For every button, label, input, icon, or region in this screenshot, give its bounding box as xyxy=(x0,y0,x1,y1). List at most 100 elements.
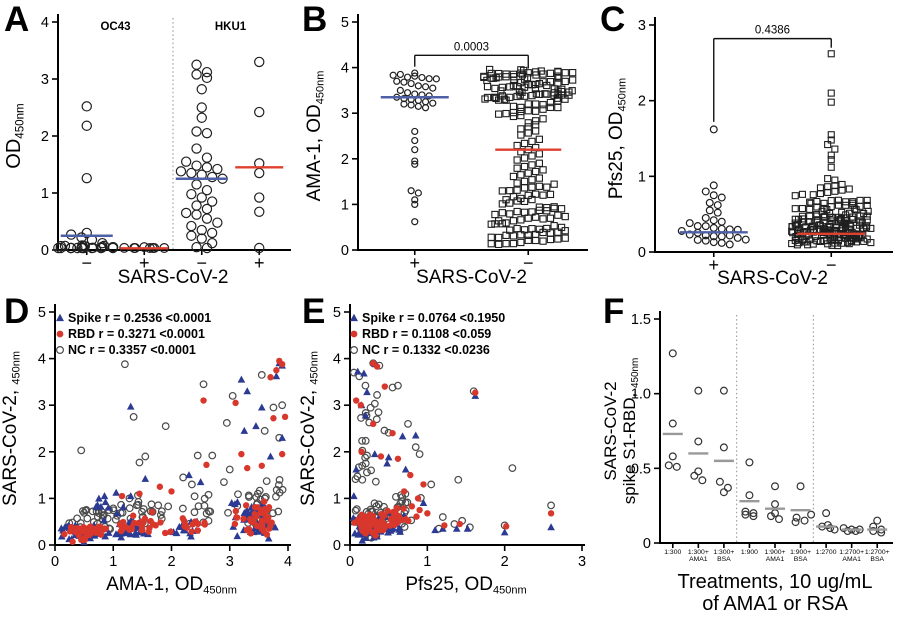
svg-text:2: 2 xyxy=(501,554,509,570)
svg-text:2: 2 xyxy=(341,152,349,168)
svg-text:0: 0 xyxy=(341,243,349,259)
panel-e-label: E xyxy=(302,292,326,331)
panel-c-plot: 0 1 2 3 + − 0.4386 Pfs25, OD450nm SARS-CoV-2 xyxy=(606,17,893,289)
svg-text:1:300: 1:300 xyxy=(664,549,681,556)
svg-text:spike S1-RBD, 450nm: spike S1-RBD, 450nm xyxy=(620,358,641,504)
svg-text:−: − xyxy=(81,253,92,273)
svg-text:2: 2 xyxy=(38,445,46,461)
svg-text:3: 3 xyxy=(333,398,341,414)
svg-text:4: 4 xyxy=(41,15,49,31)
svg-text:NC r = 0.1332 <0.0236: NC r = 0.1332 <0.0236 xyxy=(362,343,490,357)
panel-b-plot: 0 1 2 3 4 5 + − 0.0003 AMA-1, OD450nm SARS-CoV-2 xyxy=(304,14,588,288)
svg-text:2: 2 xyxy=(333,445,341,461)
svg-text:OD450nm: OD450nm xyxy=(3,103,27,168)
svg-text:0: 0 xyxy=(41,243,49,259)
panel-b-label: B xyxy=(302,0,328,39)
svg-text:SARS-CoV-2, 450nm: SARS-CoV-2, 450nm xyxy=(300,351,320,506)
svg-text:+: + xyxy=(708,255,719,275)
svg-text:0: 0 xyxy=(51,554,59,570)
svg-text:AMA1: AMA1 xyxy=(842,556,861,563)
svg-text:BSA: BSA xyxy=(794,556,808,563)
svg-text:5: 5 xyxy=(333,305,341,321)
svg-text:AMA-1, OD450nm: AMA-1, OD450nm xyxy=(304,71,326,202)
svg-text:of AMA1 or RSA: of AMA1 or RSA xyxy=(702,593,848,615)
panel-d-label: D xyxy=(4,292,30,331)
svg-text:2: 2 xyxy=(41,129,49,145)
svg-text:Pfs25, OD450nm: Pfs25, OD450nm xyxy=(405,574,526,596)
panel-a-plot: OC43 HKU1 0 1 2 3 4 − + − + OD450nm SARS-CoV-2 xyxy=(3,14,291,288)
svg-text:5: 5 xyxy=(38,305,46,321)
svg-text:3: 3 xyxy=(226,554,234,570)
svg-text:BSA: BSA xyxy=(870,556,884,563)
svg-text:1.5: 1.5 xyxy=(631,312,651,328)
svg-text:SARS-CoV-2: SARS-CoV-2 xyxy=(118,267,229,288)
svg-text:4: 4 xyxy=(341,61,349,77)
panel-a-label: A xyxy=(4,0,30,39)
svg-text:−: − xyxy=(196,253,207,273)
svg-text:3: 3 xyxy=(341,106,349,122)
svg-text:+: + xyxy=(254,253,265,273)
svg-text:1:900+: 1:900+ xyxy=(790,549,811,556)
svg-text:3: 3 xyxy=(638,18,646,34)
svg-text:0: 0 xyxy=(638,245,646,261)
svg-text:1: 1 xyxy=(341,197,349,213)
svg-text:1:300+: 1:300+ xyxy=(688,549,709,556)
svg-text:5: 5 xyxy=(341,15,349,31)
svg-text:SARS-CoV-2: SARS-CoV-2 xyxy=(416,267,527,288)
svg-text:1: 1 xyxy=(38,491,46,507)
svg-text:0.0003: 0.0003 xyxy=(454,41,489,53)
svg-text:1:2700+: 1:2700+ xyxy=(865,549,890,556)
svg-text:2: 2 xyxy=(638,94,646,110)
panel-c-label: C xyxy=(600,0,626,39)
svg-text:Spike r = 0.2536 <0.0001: Spike r = 0.2536 <0.0001 xyxy=(68,311,211,325)
svg-text:2: 2 xyxy=(167,554,175,570)
svg-text:+: + xyxy=(409,253,420,273)
svg-text:1:2700+: 1:2700+ xyxy=(839,549,864,556)
svg-text:1:900: 1:900 xyxy=(741,549,758,556)
svg-text:1: 1 xyxy=(333,491,341,507)
svg-text:+: + xyxy=(139,253,150,273)
svg-text:SARS-CoV-2: SARS-CoV-2 xyxy=(717,268,828,289)
svg-text:RBD r = 0.1108 <0.059: RBD r = 0.1108 <0.059 xyxy=(362,327,491,341)
svg-text:1: 1 xyxy=(638,169,646,185)
svg-text:0: 0 xyxy=(38,538,46,554)
svg-text:Treatments, 10 ug/mL: Treatments, 10 ug/mL xyxy=(678,571,873,593)
svg-text:3: 3 xyxy=(578,554,586,570)
svg-text:1:300+: 1:300+ xyxy=(713,549,734,556)
panel-e-plot: 0 1 2 3 4 5 0 1 2 3 Spike r = 0.0764 <0.1950 RBD r … xyxy=(300,304,586,596)
svg-text:1.0: 1.0 xyxy=(631,387,651,403)
svg-text:1:900+: 1:900+ xyxy=(765,549,786,556)
svg-text:0: 0 xyxy=(643,536,651,552)
svg-text:SARS-CoV-2: SARS-CoV-2 xyxy=(601,381,620,480)
svg-text:4: 4 xyxy=(333,352,341,368)
svg-text:3: 3 xyxy=(38,398,46,414)
svg-text:4: 4 xyxy=(284,554,292,570)
svg-text:Pfs25, OD450nm: Pfs25, OD450nm xyxy=(606,78,628,199)
svg-text:−: − xyxy=(826,255,837,275)
svg-text:−: − xyxy=(523,253,534,273)
svg-text:Spike r = 0.0764 <0.1950: Spike r = 0.0764 <0.1950 xyxy=(362,311,505,325)
panel-f-label: F xyxy=(603,292,625,331)
svg-text:3: 3 xyxy=(41,72,49,88)
svg-text:RBD r = 0.3271 <0.0001: RBD r = 0.3271 <0.0001 xyxy=(68,327,205,341)
svg-text:BSA: BSA xyxy=(717,556,731,563)
svg-text:SARS-CoV-2, 450nm: SARS-CoV-2, 450nm xyxy=(0,351,22,506)
svg-text:AMA-1, OD450nm: AMA-1, OD450nm xyxy=(106,574,237,596)
svg-text:1: 1 xyxy=(423,554,431,570)
svg-text:1: 1 xyxy=(109,554,117,570)
svg-text:0.4386: 0.4386 xyxy=(755,25,790,37)
svg-text:0.5: 0.5 xyxy=(631,461,651,477)
svg-text:HKU1: HKU1 xyxy=(215,21,247,33)
svg-text:AMA1: AMA1 xyxy=(689,556,708,563)
svg-text:4: 4 xyxy=(38,352,46,368)
svg-text:1: 1 xyxy=(41,186,49,202)
svg-text:AMA1: AMA1 xyxy=(766,556,785,563)
svg-text:OC43: OC43 xyxy=(100,21,130,33)
svg-text:0: 0 xyxy=(333,538,341,554)
svg-text:1:2700: 1:2700 xyxy=(816,549,837,556)
svg-text:NC r = 0.3357 <0.0001: NC r = 0.3357 <0.0001 xyxy=(68,343,196,357)
svg-text:0: 0 xyxy=(346,554,354,570)
panel-d-plot: 0 1 2 3 4 5 0 1 2 3 4 Spike r = 0.2536 <0.0001 RBD r… xyxy=(0,304,292,596)
